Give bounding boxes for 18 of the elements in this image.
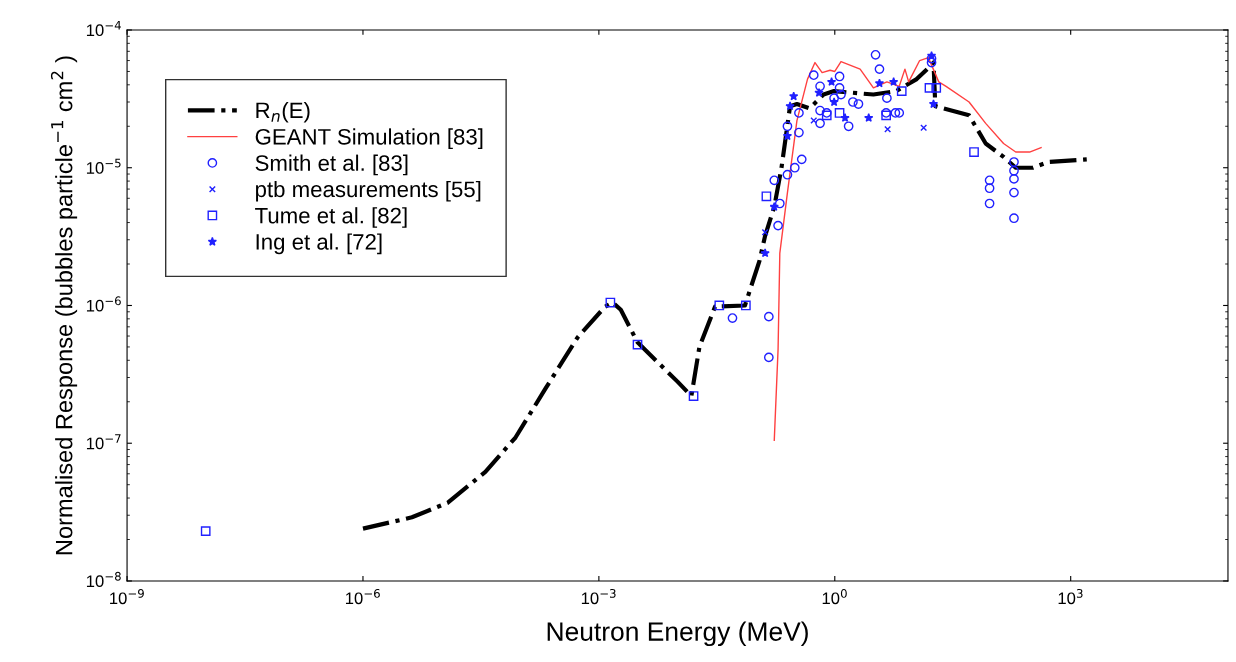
y-tick-label: 10$^{−8}$ — [86, 571, 121, 588]
x-tick-label: 10$^{−9}$ — [110, 588, 144, 605]
y-axis-title: Normalised Response (bubbles particle$^{−1}$ cm$^{2}$ ) — [50, 56, 78, 555]
x-axis-title: Neutron Energy (MeV) — [547, 621, 808, 647]
y-tick-label: 10$^{−4}$ — [86, 21, 121, 37]
legend-label: ptb measurements [55] — [256, 180, 481, 202]
y-tick-label: 10$^{−5}$ — [86, 158, 121, 174]
legend-label: GEANT Simulation [83] — [255, 128, 483, 150]
x-tick-label: 10$^{−3}$ — [581, 588, 616, 605]
x-tick-label: 10$^{3}$ — [1058, 588, 1083, 605]
legend-label: Tume et al. [82] — [255, 207, 407, 228]
x-tick-label: 10$^{−6}$ — [345, 588, 380, 605]
legend-label: R$_{n}$(E) — [256, 101, 310, 123]
y-tick-label: 10$^{−7}$ — [86, 434, 121, 450]
legend-label: Smith et al. [83] — [255, 154, 408, 176]
legend-label: Ing et al. [72] — [256, 233, 382, 255]
y-tick-label: 10$^{−6}$ — [86, 296, 121, 312]
x-tick-label: 10$^{0}$ — [822, 588, 847, 605]
